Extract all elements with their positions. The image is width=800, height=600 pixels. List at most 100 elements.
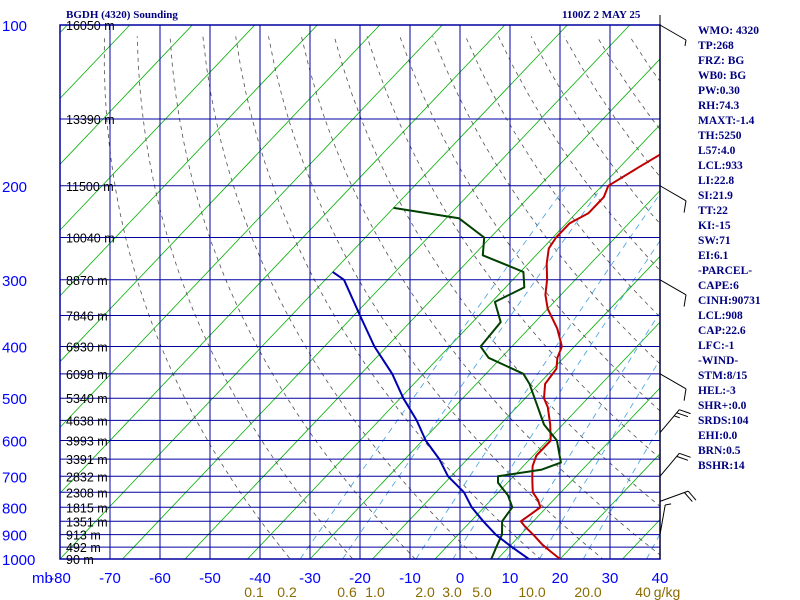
dry-adiabat-lines (103, 36, 660, 559)
wind-barb-flag (676, 455, 689, 461)
isotherm-line (60, 25, 568, 559)
index-item: L57:4.0 (698, 145, 736, 157)
mixing-ratio-label: g/kg (654, 584, 680, 600)
index-item: LCL:933 (698, 160, 743, 172)
wind-barb-flag (683, 294, 687, 307)
index-item: LI:22.8 (698, 175, 735, 187)
isotherm-line (122, 25, 631, 559)
pressure-tick-label: 400 (2, 340, 27, 357)
index-item: SI:21.9 (698, 190, 733, 202)
isotherm-line (60, 25, 443, 429)
isotherm-line (434, 321, 660, 559)
height-label: 6930 m (66, 341, 108, 355)
parcel-trace (332, 271, 530, 559)
temperature-tick-label: -80 (49, 570, 71, 587)
wind-barb-flag (679, 409, 691, 415)
dry-adiabat-line (333, 36, 660, 507)
wind-barbs (659, 15, 697, 559)
index-item: STM:8/15 (698, 370, 748, 382)
index-item: EHI:0.0 (698, 430, 738, 442)
mixing-ratio-label: 40 (635, 584, 651, 600)
dry-adiabat-line (268, 36, 604, 559)
index-item: LFC:-1 (698, 340, 735, 352)
mixing-ratio-label: 0.1 (244, 584, 264, 600)
mixing-ratio-label: 0.6 (337, 584, 357, 600)
index-item: -WIND- (698, 355, 739, 367)
index-item: FRZ: BG (698, 55, 745, 67)
pressure-axis-label: mb (32, 570, 53, 587)
index-item: WB0: BG (698, 70, 747, 82)
index-item: SRDS:104 (698, 415, 749, 427)
pressure-tick-label: 600 (2, 434, 27, 451)
index-item: CAPE:6 (698, 280, 739, 292)
dry-adiabat-line (235, 36, 541, 559)
pressure-tick-label: 700 (2, 469, 27, 486)
index-item: TP:268 (698, 40, 734, 52)
temperature-tick-label: 20 (552, 570, 569, 587)
index-item: BRN:0.5 (698, 445, 741, 457)
temperature-tick-label: 30 (602, 570, 619, 587)
mixing-ratio-line (506, 311, 660, 559)
index-item: SW:71 (698, 235, 731, 247)
height-label: 13390 m (66, 113, 115, 127)
dry-adiabat-line (465, 36, 660, 318)
index-item: -PARCEL- (698, 265, 753, 277)
height-label: 4638 m (66, 414, 108, 428)
dry-adiabat-line (202, 36, 479, 559)
height-label: 11500 m (66, 180, 114, 194)
index-item: TT:22 (698, 205, 728, 217)
height-label: 2832 m (66, 470, 108, 484)
stability-indices-panel: WMO: 4320 TP:268 FRZ: BG WB0: BG PW:0.30 RH:7… (698, 24, 761, 474)
temperature-tick-label: -60 (149, 570, 171, 587)
height-label: 913 m (66, 529, 101, 543)
height-label: 90 m (66, 553, 94, 567)
temperature-tick-label: 40 (652, 570, 669, 587)
grid-lines (59, 24, 661, 560)
index-item: CAP:22.6 (698, 325, 746, 337)
isotherm-line (247, 124, 660, 559)
height-label: 8870 m (66, 274, 108, 288)
wind-barb-flag (665, 503, 672, 506)
wind-barb-shaft (659, 185, 687, 202)
pressure-tick-label: 200 (2, 179, 27, 196)
index-item: BSHR:14 (698, 460, 745, 472)
temperature-tick-label: -20 (349, 570, 371, 587)
wind-barb-flag (683, 388, 687, 401)
height-label: 1815 m (66, 501, 108, 515)
isotherm-line (184, 58, 660, 559)
dry-adiabat-line (399, 36, 660, 412)
temperature-tick-label: -10 (399, 570, 421, 587)
dry-adiabat-line (432, 36, 660, 365)
mixing-ratio-line (539, 359, 660, 559)
chart-title: BGDH (4320) Sounding (66, 9, 178, 21)
mixing-ratio-label: 5.0 (472, 584, 492, 600)
dry-adiabat-line (497, 36, 660, 272)
dry-adiabat-line (301, 36, 660, 556)
isotherm-line (372, 255, 660, 559)
sounding-traces (332, 152, 660, 559)
isotherm-line (60, 25, 193, 165)
dry-adiabat-line (103, 36, 291, 559)
temperature-tick-label: 10 (502, 570, 519, 587)
mixing-ratio-label: 3.0 (442, 584, 462, 600)
pressure-tick-label: 100 (2, 18, 27, 35)
wind-barb-shaft (659, 452, 680, 477)
temperature-tick-label: -30 (299, 570, 321, 587)
index-item: LCL:908 (698, 310, 743, 322)
index-item: TH:5250 (698, 130, 742, 142)
dry-adiabat-line (366, 36, 660, 459)
index-item: EI:6.1 (698, 250, 729, 262)
isotherm-line (60, 25, 506, 494)
height-label: 6098 m (66, 368, 108, 382)
height-label: 1351 m (66, 515, 108, 529)
height-label: 10040 m (66, 231, 115, 245)
index-item: CINH:90731 (698, 295, 761, 307)
temperature-trace (519, 152, 660, 559)
wind-barb-shaft (659, 279, 687, 296)
mixing-ratio-label: 2.0 (415, 584, 435, 600)
height-label: 7846 m (66, 310, 108, 324)
isotherm-lines (60, 25, 660, 559)
isotherm-line (60, 25, 256, 231)
